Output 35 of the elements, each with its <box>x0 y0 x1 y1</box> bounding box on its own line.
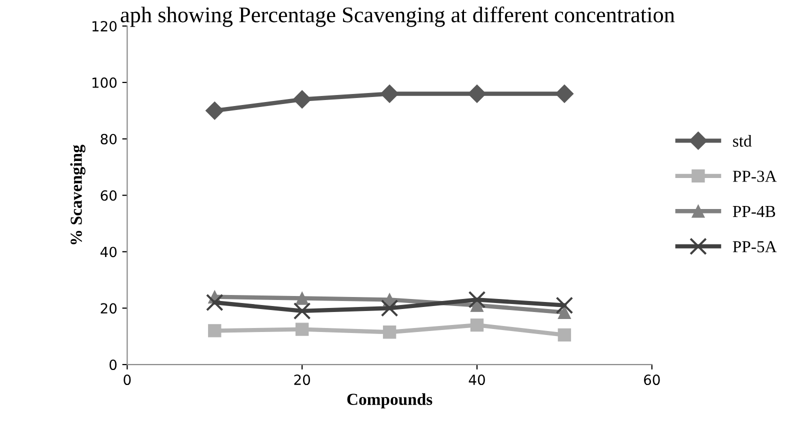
point <box>468 290 486 308</box>
y-tick-label: 100 <box>92 77 117 88</box>
x-tick-label: 20 <box>294 374 310 386</box>
legend-label: PP-3A <box>732 170 777 182</box>
point <box>468 84 486 103</box>
x-tick-label: 0 <box>124 374 131 386</box>
point <box>380 84 399 103</box>
point <box>296 322 309 336</box>
y-tick-label: 20 <box>100 303 117 314</box>
legend-label: PP-5A <box>732 241 777 252</box>
chart-title: aph showing Percentage Scavenging at different concentration <box>120 6 675 27</box>
point <box>293 302 311 320</box>
y-axis-title: % Scavenging <box>70 144 86 244</box>
legend-label: PP-4B <box>732 206 776 218</box>
x-tick-label: 60 <box>644 374 660 386</box>
point <box>558 306 572 319</box>
point <box>292 90 312 109</box>
point <box>558 328 572 342</box>
point <box>382 326 396 339</box>
point <box>555 84 574 103</box>
point <box>205 101 224 120</box>
x-axis-title: Compounds <box>347 393 432 408</box>
y-tick-label: 120 <box>92 21 117 32</box>
point <box>296 292 309 305</box>
point <box>208 324 222 338</box>
point <box>380 299 398 317</box>
x-tick-label: 40 <box>468 374 485 386</box>
y-tick-label: 60 <box>100 190 117 201</box>
y-tick-label: 0 <box>110 360 117 370</box>
y-tick-label: 80 <box>100 134 117 144</box>
point <box>206 294 224 312</box>
legend-label: std <box>733 134 752 147</box>
point <box>470 318 484 332</box>
y-tick-label: 40 <box>100 246 117 258</box>
point <box>556 296 574 314</box>
